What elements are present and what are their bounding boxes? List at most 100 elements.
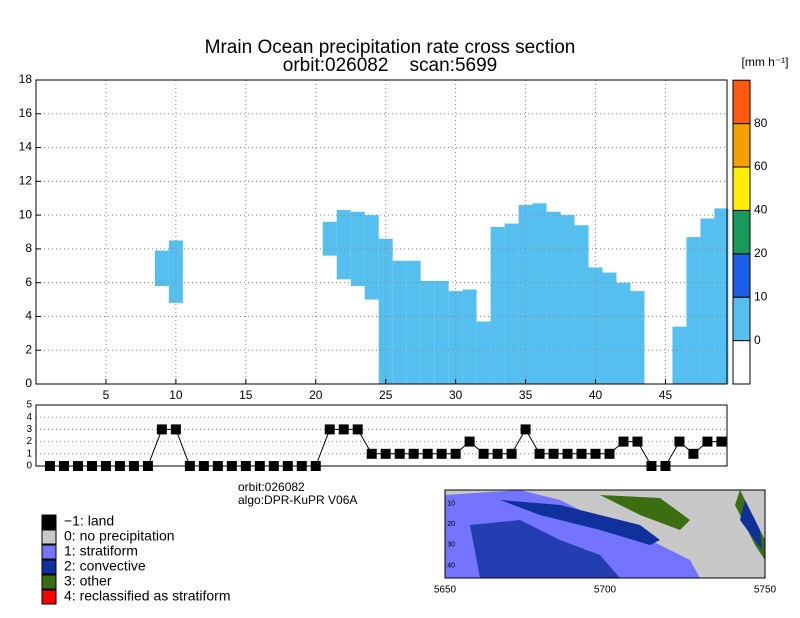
y-tick-label: 10	[19, 207, 33, 221]
rain-column	[560, 215, 575, 384]
colorbar-bin	[732, 123, 751, 168]
map-convective	[500, 500, 660, 545]
map-y-label: 10	[447, 500, 455, 507]
colorbar-bin	[732, 296, 751, 342]
type-marker	[492, 448, 503, 459]
legend-swatch	[41, 544, 57, 560]
type-marker	[562, 448, 573, 459]
type-marker	[534, 448, 545, 459]
type-marker	[604, 448, 615, 459]
rain-column	[588, 267, 603, 384]
y-tick-label: 3	[26, 424, 32, 435]
x-tick-label: 45	[659, 388, 673, 402]
type-marker	[548, 448, 559, 459]
rain-column	[462, 289, 477, 384]
rain-column	[406, 260, 421, 384]
y-tick-label: 12	[19, 174, 33, 188]
map-y-label: 30	[447, 542, 455, 549]
rain-column	[672, 326, 687, 384]
colorbar-unit: [mm h⁻¹]	[742, 55, 789, 69]
map-y-label: 20	[447, 521, 455, 528]
map-x-label: 5650	[434, 585, 457, 596]
x-tick-label: 10	[169, 388, 183, 402]
map-y-label: 40	[447, 562, 455, 569]
rain-column	[364, 215, 379, 300]
y-tick-label: 0	[25, 376, 32, 390]
y-tick-label: 2	[25, 342, 32, 356]
map-other	[600, 495, 690, 530]
type-marker	[394, 448, 405, 459]
x-tick-label: 35	[519, 388, 533, 402]
map-x-label: 5700	[594, 585, 617, 596]
rain-column	[700, 218, 715, 384]
y-tick-label: 18	[19, 72, 33, 86]
colorbar-bin	[732, 340, 751, 385]
rain-column	[168, 240, 183, 303]
type-marker	[506, 448, 517, 459]
colorbar-bin	[732, 79, 751, 125]
rain-column	[546, 211, 561, 384]
rain-column	[490, 226, 505, 384]
rain-column	[574, 225, 589, 384]
type-marker	[520, 424, 531, 435]
rain-column	[714, 208, 729, 384]
type-marker	[688, 448, 699, 459]
rain-column	[420, 280, 435, 384]
type-marker	[156, 424, 167, 435]
type-marker	[422, 448, 433, 459]
map-background	[444, 489, 766, 579]
colorbar-bin	[732, 166, 751, 211]
x-tick-label: 20	[309, 388, 323, 402]
type-marker	[324, 424, 335, 435]
type-marker	[380, 448, 391, 459]
plot-frame	[35, 404, 728, 467]
y-tick-label: 4	[26, 412, 32, 423]
plot-frame	[35, 79, 728, 385]
rain-column	[448, 291, 463, 384]
type-marker	[716, 436, 727, 447]
x-tick-label: 5	[103, 388, 110, 402]
map-convective	[470, 520, 620, 578]
type-marker	[366, 448, 377, 459]
y-tick-label: 0	[26, 461, 32, 472]
rain-column	[350, 211, 365, 287]
legend-label: −1: land	[64, 513, 114, 529]
colorbar-label: 20	[754, 246, 768, 260]
y-tick-label: 4	[25, 309, 32, 323]
type-marker	[170, 424, 181, 435]
info-text: orbit:026082	[238, 480, 305, 494]
type-marker	[702, 436, 713, 447]
legend-swatch	[41, 514, 57, 530]
rain-column	[532, 203, 547, 384]
rain-column	[322, 221, 337, 256]
rain-column	[392, 260, 407, 384]
type-marker	[436, 448, 447, 459]
legend-swatch	[41, 559, 57, 575]
colorbar-label: 0	[754, 333, 761, 347]
y-tick-label: 2	[26, 436, 32, 447]
colorbar-label: 80	[754, 116, 768, 130]
rain-column	[686, 237, 701, 384]
legend-label: 4: reclassified as stratiform	[64, 588, 231, 604]
y-tick-label: 5	[26, 400, 32, 411]
rain-column	[434, 280, 449, 384]
chart-title: Mrain Ocean precipitation rate cross sec…	[205, 37, 576, 58]
rain-column	[336, 210, 351, 280]
legend-swatch	[41, 529, 57, 545]
type-marker	[338, 424, 349, 435]
y-tick-label: 14	[19, 140, 33, 154]
x-tick-label: 15	[239, 388, 253, 402]
y-tick-label: 8	[25, 241, 32, 255]
legend-label: 2: convective	[64, 558, 146, 574]
type-marker	[408, 448, 419, 459]
y-tick-label: 6	[25, 275, 32, 289]
map-x-label: 5750	[754, 585, 777, 596]
type-marker	[478, 448, 489, 459]
rain-column	[616, 282, 631, 384]
x-tick-label: 40	[589, 388, 603, 402]
rain-column	[602, 272, 617, 384]
x-tick-label: 25	[379, 388, 393, 402]
legend-swatch	[41, 574, 57, 590]
rain-column	[630, 291, 645, 384]
